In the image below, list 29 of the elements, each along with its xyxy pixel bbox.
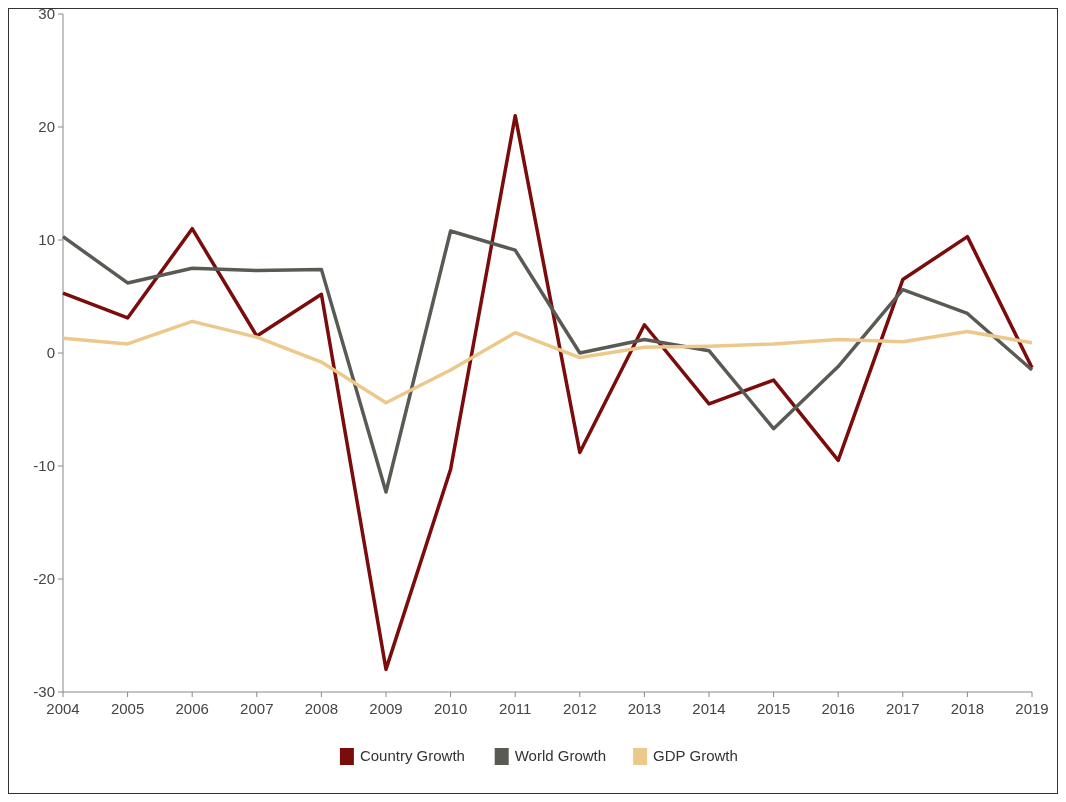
y-tick-label: 0 (46, 344, 55, 362)
y-tick-label: 10 (38, 231, 55, 249)
y-tick-label: -10 (33, 457, 55, 475)
line-series (61, 319, 1034, 405)
x-tick-label: 2004 (46, 700, 80, 717)
line-series (61, 229, 1034, 494)
x-tick-label: 2014 (692, 700, 726, 717)
y-tick-label: 20 (38, 118, 55, 136)
x-tick-label: 2019 (1015, 700, 1049, 717)
y-tick-label: -30 (33, 683, 55, 701)
legend-label: GDP Growth (653, 747, 738, 765)
x-tick-label: 2011 (499, 700, 532, 717)
x-tick-label: 2016 (821, 700, 855, 717)
x-tick-label: 2010 (433, 700, 468, 717)
x-tick-label: 2005 (110, 700, 145, 717)
x-tick-label: 2017 (886, 700, 920, 717)
x-tick-label: 2018 (950, 700, 985, 717)
line-series (61, 113, 1034, 672)
y-tick-label: 30 (38, 5, 55, 23)
x-tick-label: 2015 (756, 700, 791, 717)
legend-label: Country Growth (359, 747, 465, 765)
x-tick-label: 2006 (175, 700, 209, 717)
x-tick-label: 2009 (369, 700, 403, 717)
x-tick-label: 2013 (627, 700, 662, 717)
x-tick-label: 2007 (240, 700, 274, 717)
x-tick-label: 2008 (304, 700, 339, 717)
y-tick-label: -20 (33, 570, 55, 588)
legend-label: World Growth (514, 747, 607, 765)
x-tick-label: 2012 (563, 700, 597, 717)
